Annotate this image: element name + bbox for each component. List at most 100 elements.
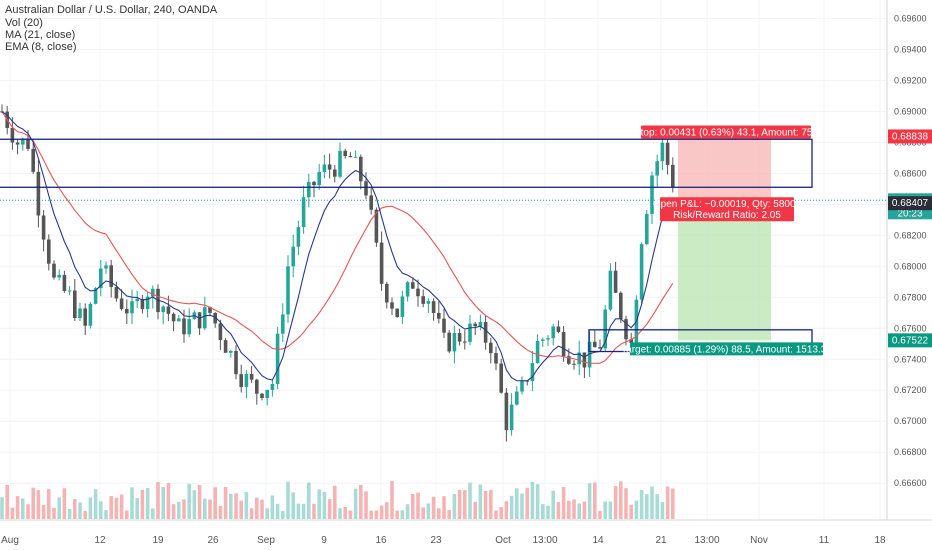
candle-body (572, 363, 576, 365)
candle-body (104, 265, 108, 269)
volume-bar (281, 510, 285, 519)
chart-grid (0, 0, 887, 520)
ma-line (1, 111, 674, 364)
volume-bar (57, 497, 61, 519)
volume-bar (629, 504, 633, 519)
entry-price-badge (888, 196, 932, 211)
volume-bar (593, 482, 597, 519)
candle-body (88, 303, 93, 326)
volume-bar (99, 501, 103, 519)
time-tick-label: Nov (750, 535, 768, 546)
candle-body (473, 323, 477, 327)
candle-body (78, 308, 82, 319)
candle-body (416, 288, 420, 297)
candle-body (478, 321, 483, 327)
candle-body (374, 209, 379, 243)
legend-volume: Vol (20) (5, 17, 43, 29)
stop-label[interactable]: Stop: 0.00431 (0.63%) 43.1, Amount: 750 (634, 125, 818, 139)
volume-bar (15, 496, 20, 519)
volume-bar (10, 507, 15, 519)
resistance-box[interactable] (0, 138, 813, 188)
candle-body (447, 332, 451, 352)
target-label-background (630, 342, 823, 356)
volume-bar (478, 484, 483, 519)
candle-body (593, 341, 597, 348)
volume-bar (509, 495, 514, 519)
volume-bar (359, 484, 363, 519)
candle-body (655, 161, 659, 176)
candle-body (286, 266, 290, 315)
volume-bar (504, 501, 509, 519)
volume-bar (619, 481, 623, 519)
candle-body (31, 148, 35, 172)
time-axis[interactable]: Aug 12 19 26 Sep 9 16 23 Oct 13:00 14 21 13:00 Nov 11 1… (0, 519, 932, 546)
candle-body (291, 246, 295, 267)
volume-bar (400, 510, 405, 519)
volume-bar (582, 501, 587, 519)
price-tick-label: 0.66600 (894, 478, 927, 488)
pnl-label-text: Open P&L: −0.00019, Qty: 58004 (653, 199, 802, 210)
candle-body (489, 342, 493, 354)
candle-body (177, 318, 181, 322)
volume-bar (161, 487, 165, 519)
volume-bar (499, 507, 503, 519)
time-tick-label: Oct (495, 535, 511, 546)
candle-body (229, 351, 233, 353)
candle-body (93, 288, 98, 304)
volume-bar (463, 490, 467, 519)
stop-price-text: 0.68838 (892, 131, 929, 142)
volume-bar (208, 499, 212, 519)
time-tick-label: 18 (874, 535, 886, 546)
candle-body (598, 347, 602, 349)
target-label[interactable]: Target: 0.00885 (1.29%) 88.5, Amount: 15… (621, 342, 832, 356)
volume-bar (421, 507, 425, 519)
volume-bar (119, 494, 124, 519)
volume-bar (317, 489, 321, 519)
volume-bar (83, 510, 87, 519)
volume-bar (645, 494, 649, 519)
candle-body (385, 283, 389, 303)
price-axis-panel[interactable] (887, 0, 932, 550)
candle-body (265, 389, 269, 399)
volume-bar (213, 487, 217, 519)
ema-line (1, 111, 674, 382)
candle-body (234, 351, 238, 375)
volume-bar (473, 501, 477, 519)
candle-body (135, 298, 139, 302)
volume-bar (47, 489, 51, 519)
candle-body (551, 326, 555, 339)
candle-body (114, 287, 119, 299)
volume-bar (135, 498, 139, 519)
pnl-label-background (660, 197, 794, 222)
volume-bar (650, 486, 654, 519)
volume-bar (234, 493, 238, 519)
candle-body (359, 156, 363, 182)
candle-body (567, 356, 571, 364)
volume-bar (166, 483, 171, 519)
time-tick-label: 14 (592, 535, 604, 546)
position-zones (0, 136, 887, 341)
candle-body (260, 393, 264, 399)
volume-bar (229, 493, 233, 519)
candle-body (218, 323, 223, 341)
position-labels: Stop: 0.00431 (0.63%) 43.1, Amount: 750 O… (621, 125, 832, 356)
volume-bar (156, 482, 160, 519)
price-axis[interactable]: 0.66600 0.66800 0.67000 0.67200 0.67400 0.676… (886, 0, 932, 550)
volume-bar (541, 504, 545, 519)
candle-body (307, 181, 311, 198)
volume-bar (78, 502, 82, 519)
volume-bar (270, 495, 275, 519)
volume-bar (5, 485, 9, 519)
candle-body (255, 379, 259, 394)
volume-bar (452, 494, 457, 519)
moving-averages (1, 111, 674, 382)
candle-body (57, 274, 61, 278)
price-tick-label: 0.69600 (894, 13, 927, 23)
time-tick-label: 26 (207, 535, 219, 546)
pnl-label[interactable]: Open P&L: −0.00019, Qty: 58004Risk/Rewar… (653, 197, 802, 222)
candle-body (645, 213, 649, 245)
volume-bar (598, 510, 602, 519)
candle-body (639, 244, 644, 300)
